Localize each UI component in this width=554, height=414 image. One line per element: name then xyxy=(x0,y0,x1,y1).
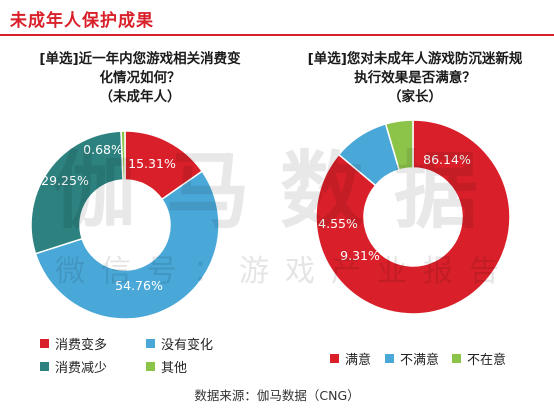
left-chart-title: [单选]近一年内您游戏相关消费变 化情况如何？ （未成年人） xyxy=(20,50,260,107)
right-chart-title: [单选]您对未成年人游戏防沉迷新规 执行效果是否满意？ （家长） xyxy=(290,50,540,107)
legend-label: 其他 xyxy=(161,361,188,376)
chart-2-slice-3-label: 4.55% xyxy=(318,216,358,231)
legend-swatch xyxy=(385,354,394,363)
legend-swatch xyxy=(40,362,49,371)
chart-2-slice-1 xyxy=(315,119,511,315)
legend-label: 没有变化 xyxy=(161,338,214,353)
right-legend-item-3: 不在意 xyxy=(452,349,506,368)
legend-swatch xyxy=(146,362,155,371)
legend-swatch xyxy=(40,339,49,348)
left-legend-item-1: 消费变多 xyxy=(40,334,107,353)
chart-1-slice-4 xyxy=(120,130,126,181)
chart-2-slice-1-label: 86.14% xyxy=(423,152,471,167)
data-source: 数据来源：伽马数据（CNG） xyxy=(194,388,360,403)
chart-1-slice-3-label: 29.25% xyxy=(41,173,89,188)
right-legend-item-1: 满意 xyxy=(330,349,371,368)
chart-2-slice-3 xyxy=(384,119,414,171)
right-chart-title-line-1: [单选]您对未成年人游戏防沉迷新规 xyxy=(307,51,523,67)
legend-label: 消费减少 xyxy=(55,361,108,376)
page-title: 未成年人保护成果 xyxy=(10,11,154,31)
left-legend-item-4: 其他 xyxy=(146,357,187,376)
left-legend-item-2: 没有变化 xyxy=(146,334,213,353)
left-chart-title-line-3: （未成年人） xyxy=(99,89,181,105)
chart-1-slice-3 xyxy=(30,130,124,255)
legend-label: 满意 xyxy=(345,353,372,368)
right-legend-item-2: 不满意 xyxy=(385,349,439,368)
chart-1-slice-1-label: 15.31% xyxy=(128,156,176,171)
legend-swatch xyxy=(452,354,461,363)
legend-swatch xyxy=(330,354,339,363)
chart-2-slice-2-label: 9.31% xyxy=(340,248,380,263)
legend-swatch xyxy=(146,339,155,348)
left-chart-title-line-2: 化情况如何？ xyxy=(99,70,181,86)
title-divider xyxy=(0,34,554,36)
chart-1-slice-4-label: 0.68% xyxy=(83,142,123,157)
right-chart-title-line-3: （家长） xyxy=(388,89,442,105)
chart-1-slice-2-label: 54.76% xyxy=(115,278,163,293)
left-chart-title-line-1: [单选]近一年内您游戏相关消费变 xyxy=(39,51,241,67)
right-chart-title-line-2: 执行效果是否满意？ xyxy=(354,70,476,86)
legend-label: 消费变多 xyxy=(55,338,108,353)
legend-label: 不满意 xyxy=(400,353,440,368)
chart-1-slice-2 xyxy=(34,170,220,320)
legend-label: 不在意 xyxy=(467,353,507,368)
left-legend-item-3: 消费减少 xyxy=(40,357,107,376)
